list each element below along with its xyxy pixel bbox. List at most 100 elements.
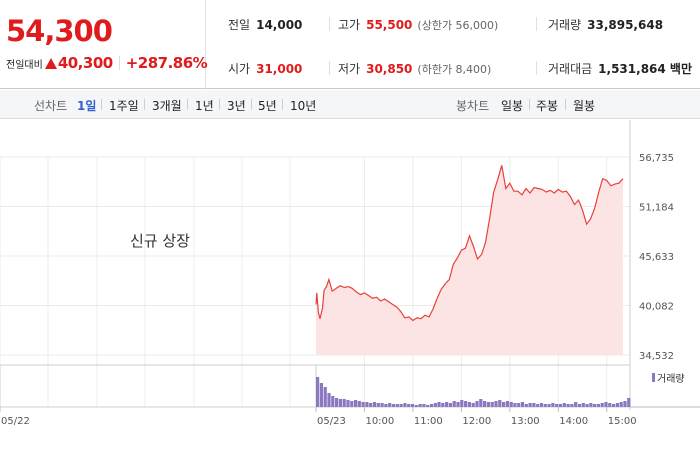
stat-value: 30,850 <box>366 62 413 76</box>
volume-bar <box>532 403 536 407</box>
volume-bar <box>536 404 540 407</box>
period-1w[interactable]: 1주일 <box>109 99 139 113</box>
volume-bar <box>414 405 418 407</box>
volume-bar <box>388 403 392 407</box>
x-tick-label: 05/23 <box>317 416 346 427</box>
stat-label: 저가 <box>338 62 361 76</box>
volume-bar <box>581 403 585 407</box>
volume-bar <box>615 403 619 407</box>
volume-bar <box>319 383 323 407</box>
candle-chart-label: 봉차트 <box>456 99 490 113</box>
volume-bar <box>589 403 593 407</box>
divider <box>329 61 330 75</box>
volume-bar <box>376 403 380 407</box>
period-3m[interactable]: 3개월 <box>152 99 182 113</box>
price-block: 54,300 전일대비 40,300 +287.86% <box>0 0 208 89</box>
y-tick-label: 51,184 <box>639 203 674 214</box>
period-1d[interactable]: 1일 <box>77 99 97 113</box>
volume-bar <box>490 402 494 407</box>
volume-bar <box>445 402 449 407</box>
volume-panel <box>0 364 631 408</box>
y-tick-label: 40,082 <box>639 302 674 313</box>
divider <box>536 61 537 75</box>
volume-bar <box>543 404 547 407</box>
stat-value: 55,500 <box>366 18 413 32</box>
volume-bar <box>441 403 445 407</box>
volume-bar <box>513 403 517 407</box>
change-value: 40,300 <box>57 54 113 72</box>
volume-bar <box>558 404 563 407</box>
volume-bar <box>505 401 509 407</box>
divider <box>144 99 145 110</box>
volume-bar <box>346 400 350 407</box>
divider <box>251 99 252 110</box>
x-tick-label: 10:00 <box>365 416 394 427</box>
divider <box>187 99 188 110</box>
volume-bar <box>456 402 460 407</box>
volume-bar <box>494 401 498 407</box>
candle-monthly[interactable]: 월봉 <box>573 99 596 113</box>
volume-bar <box>342 399 346 407</box>
stat-value: 1,531,864 백만 <box>598 62 692 76</box>
volume-bar <box>483 401 487 407</box>
volume-bar <box>452 401 456 407</box>
period-1y[interactable]: 1년 <box>195 99 214 113</box>
stat-volume: 거래량 33,895,648 <box>548 16 663 33</box>
volume-bar <box>619 402 623 407</box>
chart-period-bar: 선차트 1일 1주일 3개월 1년 3년 5년 10년 봉차트 일봉 주봉 월봉 <box>0 90 700 119</box>
volume-bar <box>486 402 490 407</box>
volume-bar <box>498 400 502 407</box>
divider <box>536 17 537 31</box>
change-label: 전일대비 <box>6 59 43 71</box>
volume-bar <box>460 400 464 407</box>
volume-bar <box>372 402 377 407</box>
stat-high: 고가 55,500 (상한가 56,000) <box>338 16 498 33</box>
stat-low: 저가 30,850 (하한가 8,400) <box>338 60 491 77</box>
volume-bar <box>627 398 631 407</box>
divider <box>565 99 566 110</box>
new-listing-label: 신규 상장 <box>130 232 190 250</box>
volume-bar <box>338 399 342 407</box>
volume-bar <box>433 403 437 407</box>
volume-bar <box>475 401 479 407</box>
period-5y[interactable]: 5년 <box>258 99 277 113</box>
candle-daily[interactable]: 일봉 <box>501 99 524 113</box>
y-tick-label: 34,532 <box>639 351 674 362</box>
stat-label: 거래량 <box>548 18 582 32</box>
volume-bar <box>596 404 600 407</box>
upper-limit: (상한가 56,000) <box>417 19 499 32</box>
volume-bar <box>612 404 616 407</box>
volume-bar <box>547 404 551 407</box>
volume-bar <box>403 403 407 407</box>
volume-bar <box>593 404 597 407</box>
volume-bar <box>422 404 426 407</box>
volume-bar <box>327 393 331 407</box>
lower-limit: (하한가 8,400) <box>417 63 492 76</box>
volume-legend-swatch <box>652 373 655 382</box>
candle-weekly[interactable]: 주봉 <box>536 99 559 113</box>
volume-bar <box>429 404 434 407</box>
volume-bar <box>437 402 441 407</box>
x-tick-label: 05/22 <box>1 416 30 427</box>
volume-bar <box>410 404 415 407</box>
period-10y[interactable]: 10년 <box>290 99 317 113</box>
volume-bar <box>316 377 320 407</box>
period-3y[interactable]: 3년 <box>227 99 246 113</box>
divider <box>219 99 220 110</box>
volume-bar <box>407 404 411 407</box>
volume-bar <box>335 398 339 407</box>
volume-bar <box>418 404 422 407</box>
volume-bar <box>380 403 384 407</box>
volume-bar <box>566 404 570 407</box>
stat-prev-close: 전일 14,000 <box>228 16 302 33</box>
volume-bar <box>585 404 589 407</box>
divider <box>101 99 102 110</box>
stat-label: 전일 <box>228 18 251 32</box>
volume-bar <box>509 402 513 407</box>
volume-bar <box>608 403 612 407</box>
change-row: 전일대비 40,300 +287.86% <box>6 54 208 72</box>
volume-bar <box>555 404 559 407</box>
volume-bar <box>577 404 582 407</box>
price-area <box>316 165 623 355</box>
